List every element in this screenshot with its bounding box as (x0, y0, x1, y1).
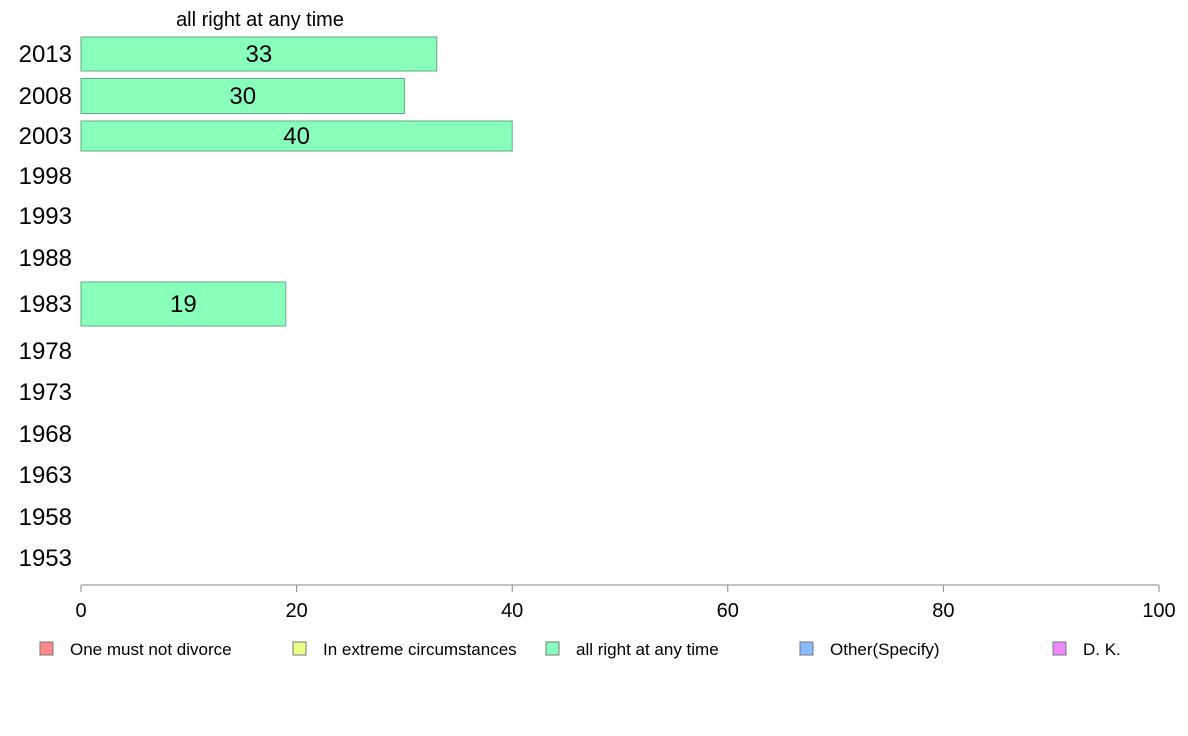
y-tick-label: 2003 (19, 123, 72, 150)
y-tick-label: 1988 (19, 245, 72, 272)
legend-item: all right at any time (545, 640, 719, 659)
bar-value-label: 40 (283, 123, 310, 150)
bar-value-label: 30 (229, 83, 256, 110)
y-tick-label: 1998 (19, 163, 72, 190)
y-tick-label: 1993 (19, 203, 72, 230)
bar (80, 281, 287, 327)
bar (80, 120, 513, 152)
y-tick-label: 1953 (19, 545, 72, 572)
x-tick-label: 60 (717, 600, 739, 622)
y-tick-label: 1978 (19, 338, 72, 365)
bars: 33 30 40 19 (80, 36, 513, 327)
legend-swatch (292, 641, 307, 656)
legend-label: In extreme circumstances (323, 640, 517, 659)
y-tick-label: 1968 (19, 421, 72, 448)
y-tick-label: 1973 (19, 379, 72, 406)
x-axis: 0 20 40 60 80 100 (75, 584, 1176, 622)
legend-swatch (799, 641, 814, 656)
y-tick-label: 1963 (19, 462, 72, 489)
bar-value-label: 33 (246, 41, 273, 68)
x-tick-label: 100 (1142, 600, 1175, 622)
series-title: all right at any time (176, 9, 344, 31)
bar (80, 78, 405, 114)
legend-item: One must not divorce (39, 640, 232, 659)
x-tick-label: 80 (932, 600, 954, 622)
y-axis-ticks: 2013 2008 2003 1998 1993 1988 1983 1978 1973 1968… (19, 41, 72, 572)
legend-item: Other(Specify) (799, 640, 940, 659)
legend-swatch (1052, 641, 1067, 656)
y-tick-label: 2013 (19, 41, 72, 68)
x-tick-label: 40 (501, 600, 523, 622)
bar (80, 36, 438, 72)
bar-value-label: 19 (170, 291, 197, 318)
legend: One must not divorce In extreme circumsta… (39, 640, 1121, 659)
legend-label: D. K. (1083, 640, 1121, 659)
legend-label: all right at any time (576, 640, 719, 659)
legend-label: Other(Specify) (830, 640, 940, 659)
legend-item: In extreme circumstances (292, 640, 517, 659)
legend-label: One must not divorce (70, 640, 232, 659)
legend-swatch (39, 641, 54, 656)
x-tick-label: 20 (285, 600, 307, 622)
y-tick-label: 1958 (19, 504, 72, 531)
x-tick-label: 0 (75, 600, 86, 622)
y-tick-label: 1983 (19, 291, 72, 318)
legend-item: D. K. (1052, 640, 1121, 659)
y-tick-label: 2008 (19, 83, 72, 110)
legend-swatch (545, 641, 560, 656)
